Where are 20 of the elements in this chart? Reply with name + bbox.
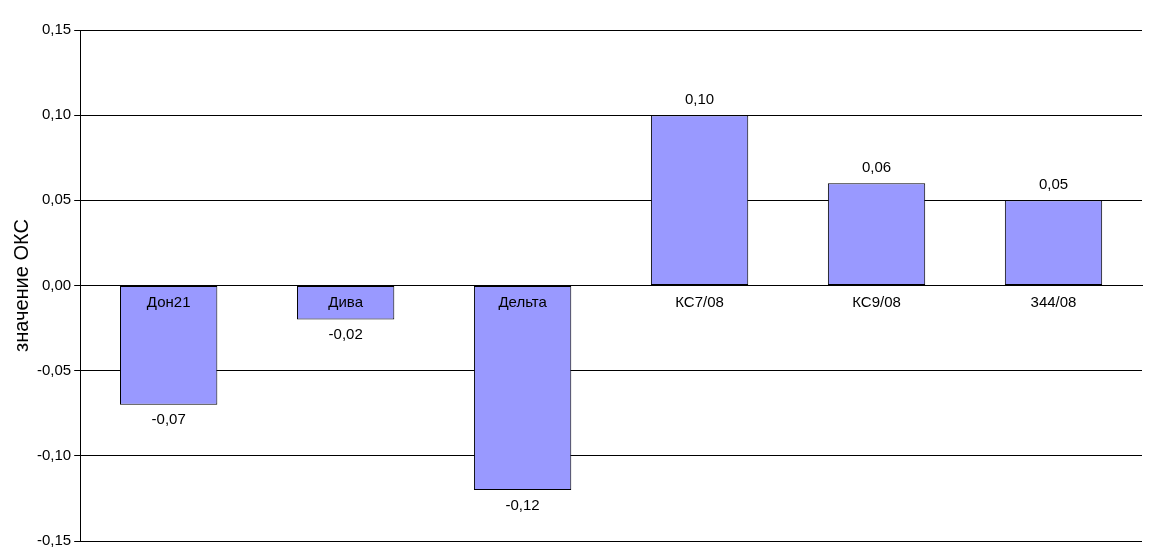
- data-label: -0,07: [151, 410, 186, 428]
- y-axis-title: значение ОКС: [9, 219, 32, 352]
- y-tick-label: -0,15: [36, 531, 72, 549]
- x-tick-label: КС7/08: [675, 293, 724, 311]
- data-label: 0,10: [684, 89, 715, 107]
- y-tick-label: -0,05: [36, 360, 72, 378]
- x-tick-label: Дельта: [498, 293, 548, 311]
- y-tick-label: 0,15: [41, 20, 72, 38]
- y-tick-label: -0,10: [36, 445, 72, 463]
- y-tick-label: 0,10: [41, 105, 72, 123]
- data-label: -0,02: [328, 325, 363, 343]
- y-tick-label: 0,00: [41, 275, 72, 293]
- data-label: 0,06: [861, 157, 892, 175]
- data-label: -0,12: [505, 495, 540, 513]
- x-tick-label: 344/08: [1030, 293, 1077, 311]
- x-tick-label: КС9/08: [852, 293, 901, 311]
- y-tick-label: 0,05: [41, 190, 72, 208]
- data-label: 0,05: [1038, 174, 1069, 192]
- x-tick-label: Дива: [328, 293, 364, 311]
- x-tick-label: Дон21: [146, 293, 191, 311]
